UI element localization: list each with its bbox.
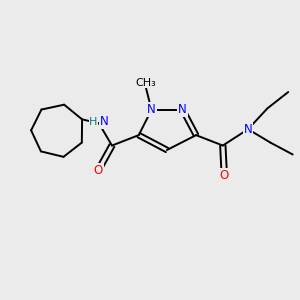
- Text: O: O: [93, 164, 103, 177]
- Text: N: N: [100, 115, 109, 128]
- Text: H: H: [89, 117, 98, 127]
- Text: CH₃: CH₃: [135, 77, 156, 88]
- Text: N: N: [244, 123, 253, 136]
- Text: N: N: [147, 103, 156, 116]
- Text: N: N: [178, 103, 187, 116]
- Text: O: O: [220, 169, 229, 182]
